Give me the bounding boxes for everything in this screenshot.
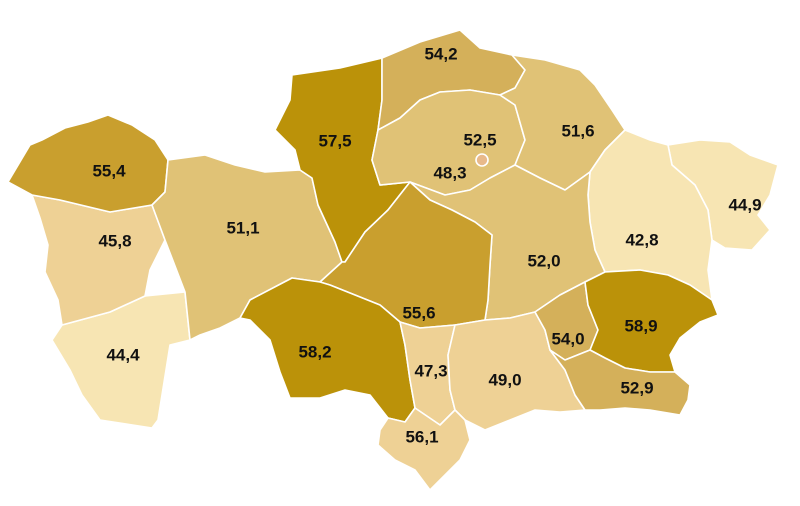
label-aktobe: 51,1: [226, 218, 259, 237]
label-abai: 42,8: [625, 230, 658, 249]
region-astana-city[interactable]: [475, 153, 489, 167]
label-zhambyl: 49,0: [488, 370, 521, 389]
region-zhetisu[interactable]: [584, 269, 719, 373]
label-east-kazakhstan: 44,9: [728, 195, 761, 214]
label-pavlodar: 51,6: [561, 121, 594, 140]
label-karaganda: 52,0: [527, 251, 560, 270]
label-ulytau: 55,6: [402, 303, 435, 322]
region-labels: 55,4 45,8 44,4 51,1 57,5 54,2 48,3 52,5 …: [92, 44, 761, 446]
label-turkistan: 47,3: [414, 361, 447, 380]
label-mangystau: 44,4: [106, 345, 140, 364]
label-kyzylorda: 58,2: [298, 342, 331, 361]
label-north-kazakhstan: 54,2: [424, 44, 457, 63]
label-akmola: 48,3: [433, 163, 466, 182]
region-shymkent-area[interactable]: [377, 407, 471, 491]
label-almaty-region: 52,9: [620, 378, 653, 397]
region-shapes: [7, 29, 779, 491]
region-zhambyl[interactable]: [447, 311, 586, 431]
label-west-kazakhstan: 55,4: [92, 161, 126, 180]
label-atyrau: 45,8: [98, 231, 131, 250]
label-kostanay: 57,5: [318, 131, 351, 150]
region-almaty-region[interactable]: [549, 349, 691, 416]
label-almaty-city-area: 54,0: [551, 329, 584, 348]
label-shymkent-area: 56,1: [405, 427, 438, 446]
region-west-kazakhstan[interactable]: [7, 114, 169, 213]
label-zhetisu: 58,9: [624, 316, 657, 335]
label-astana-city: 52,5: [463, 130, 496, 149]
